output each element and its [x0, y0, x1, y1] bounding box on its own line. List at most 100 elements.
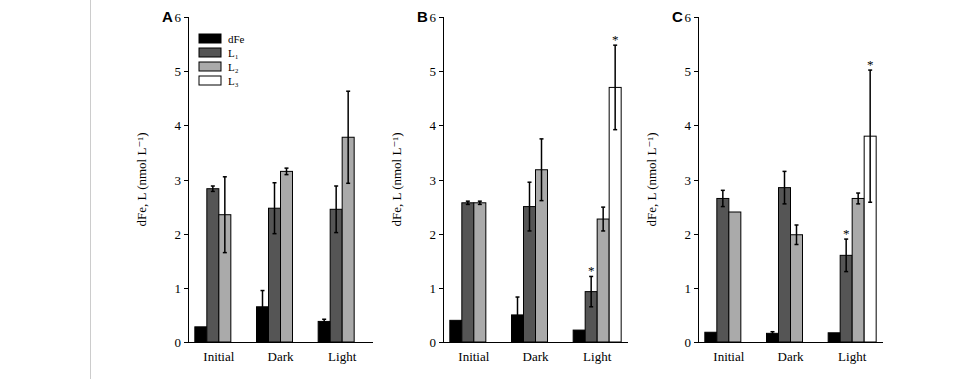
bar	[597, 219, 609, 342]
y-tick-label: 6	[685, 10, 692, 25]
y-tick-label: 3	[175, 173, 182, 188]
bar	[281, 171, 293, 342]
error-line	[347, 91, 349, 183]
error-cap	[771, 334, 775, 336]
y-tick	[439, 234, 443, 235]
y-tick-label: 6	[175, 10, 182, 25]
x-tick-label: Dark	[523, 349, 549, 364]
error-line	[602, 207, 604, 231]
error-cap	[516, 332, 520, 334]
y-tick-label: 0	[430, 335, 437, 350]
error-line	[529, 182, 531, 231]
error-line	[286, 168, 288, 175]
y-tick-label: 0	[175, 335, 182, 350]
bars	[195, 91, 354, 342]
error-cap	[783, 203, 787, 205]
error-cap	[528, 181, 532, 183]
error-cap	[273, 182, 277, 184]
error-cap	[783, 171, 787, 173]
error-line	[212, 186, 214, 191]
error-bar	[844, 239, 848, 272]
y-tick	[439, 342, 443, 343]
y-tick	[439, 71, 443, 72]
significance-mark: *	[867, 57, 874, 72]
y-tick	[439, 288, 443, 289]
bar	[474, 203, 486, 342]
background	[0, 0, 960, 379]
panel: BdFe, L (nmol L⁻¹)0123456InitialDarkLigh…	[389, 8, 628, 364]
panel-label: C	[672, 8, 683, 25]
bar	[779, 188, 791, 342]
error-bar	[273, 183, 277, 234]
y-axis	[188, 17, 189, 342]
y-tick	[439, 125, 443, 126]
error-line	[541, 139, 543, 201]
error-cap	[795, 224, 799, 226]
error-cap	[540, 138, 544, 140]
error-bar	[771, 332, 775, 335]
x-axis	[443, 342, 628, 343]
bar	[207, 189, 219, 342]
error-bar	[613, 45, 617, 130]
y-tick-label: 4	[685, 118, 692, 133]
error-line	[722, 190, 724, 206]
error-bar	[211, 186, 215, 191]
error-bar	[601, 207, 605, 231]
error-cap	[334, 232, 338, 234]
y-tick-label: 1	[175, 281, 182, 296]
legend-swatch	[199, 34, 221, 43]
error-line	[590, 276, 592, 306]
error-bar	[334, 186, 338, 233]
error-cap	[856, 192, 860, 194]
error-cap	[868, 202, 872, 204]
significance-mark: *	[588, 263, 595, 278]
error-cap	[223, 176, 227, 178]
error-line	[857, 193, 859, 204]
error-line	[869, 70, 871, 202]
legend-swatch	[199, 48, 221, 57]
error-cap	[795, 244, 799, 246]
error-bar	[528, 182, 532, 231]
legend-label: dFe	[228, 33, 245, 45]
x-tick-label: Light	[328, 349, 357, 364]
error-bar	[540, 139, 544, 201]
bar	[450, 320, 462, 342]
y-tick-label: 5	[175, 64, 182, 79]
error-cap	[223, 252, 227, 254]
bar	[767, 333, 779, 342]
legend-swatch	[199, 76, 221, 85]
error-cap	[540, 200, 544, 202]
y-tick-label: 4	[175, 118, 182, 133]
error-bar	[346, 91, 350, 183]
bar	[729, 212, 741, 342]
error-cap	[261, 290, 265, 292]
bars	[705, 70, 876, 342]
error-bar	[783, 171, 787, 204]
significance-mark: *	[843, 226, 850, 241]
x-tick-label: Light	[583, 349, 612, 364]
error-line	[335, 186, 337, 233]
y-tick	[184, 71, 188, 72]
y-tick	[694, 342, 698, 343]
y-tick-label: 2	[685, 227, 692, 242]
error-bar	[795, 225, 799, 245]
bar	[717, 198, 729, 342]
x-tick-label: Dark	[268, 349, 294, 364]
y-axis	[443, 17, 444, 342]
legend-label: L₁	[228, 47, 239, 59]
y-tick	[694, 17, 698, 18]
y-tick-label: 3	[685, 173, 692, 188]
error-line	[517, 297, 519, 333]
error-line	[274, 183, 276, 234]
x-axis	[188, 342, 373, 343]
y-tick	[184, 180, 188, 181]
y-axis	[698, 17, 699, 342]
panel: AdFe, L (nmol L⁻¹)0123456InitialDarkLigh…	[134, 8, 373, 364]
y-tick-label: 2	[430, 227, 437, 242]
error-cap	[721, 206, 725, 208]
error-line	[224, 177, 226, 253]
bar	[828, 333, 840, 342]
error-cap	[211, 191, 215, 193]
error-bar	[478, 201, 482, 204]
y-tick	[694, 125, 698, 126]
